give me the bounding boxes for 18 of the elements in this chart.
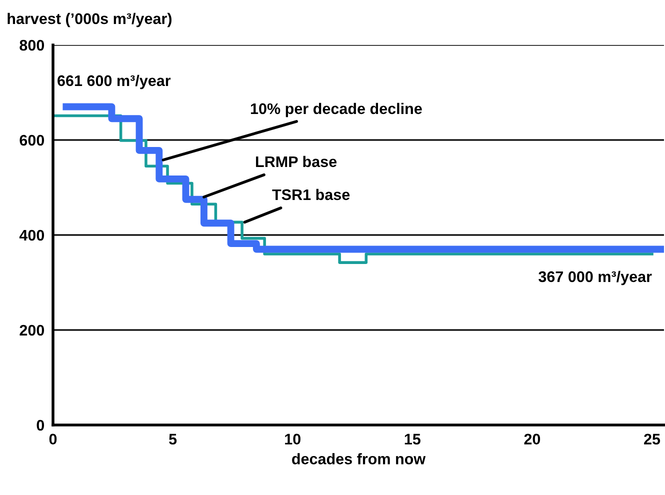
annotation: 10% per decade decline — [250, 102, 422, 118]
x-tick-label: 10 — [285, 434, 300, 445]
x-tick-label: 20 — [524, 434, 540, 445]
y-tick-label: 400 — [19, 230, 44, 241]
annotation: LRMP base — [256, 156, 337, 168]
annotation: 661 600 m³/year — [58, 74, 171, 90]
y-tick-label: 0 — [36, 420, 44, 431]
x-tick-label: 15 — [404, 434, 420, 445]
x-tick-label: 0 — [49, 434, 57, 445]
annotation: 367 000 m³/year — [538, 270, 652, 286]
y-tick-label: 200 — [20, 324, 44, 336]
x-tick-label: 25 — [644, 434, 660, 445]
x-axis-title: decades from now — [292, 453, 426, 464]
annotation: TSR1 base — [272, 188, 350, 200]
x-tick-label: 5 — [169, 434, 177, 445]
y-tick-label: 800 — [20, 40, 44, 51]
y-tick-label: 600 — [20, 134, 44, 146]
y-axis-title: harvest (’000s m³/year) — [8, 12, 172, 28]
